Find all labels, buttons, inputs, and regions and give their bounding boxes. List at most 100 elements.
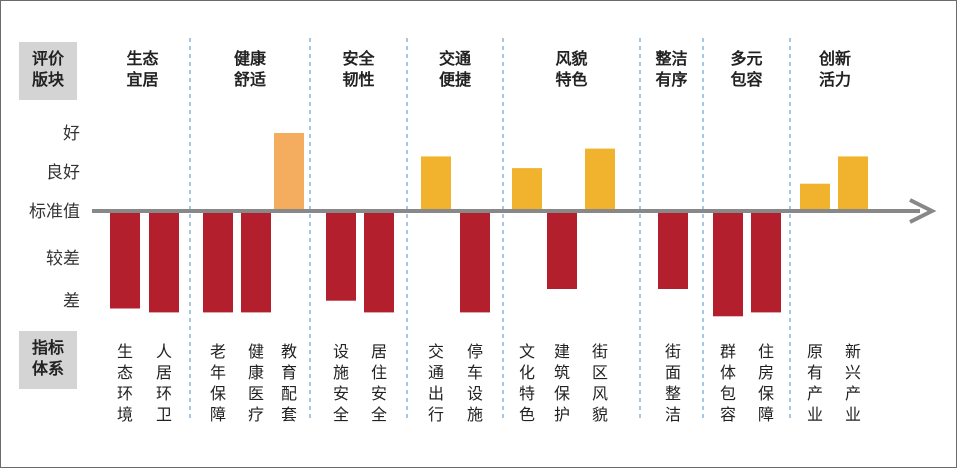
indicator-label-char: 施 (333, 363, 349, 382)
evaluation-row-label-text: 版块 (31, 70, 65, 89)
indicator-label-char: 筑 (554, 363, 570, 382)
bar-街面整洁 (658, 211, 688, 289)
bar-交通出行 (421, 156, 451, 211)
evaluation-row-label-text: 评价 (32, 49, 65, 68)
indicator-label-char: 区 (592, 363, 608, 382)
indicator-label-char: 配 (281, 384, 297, 403)
indicator-row-label-text: 指标 (32, 338, 64, 357)
category-label: 活力 (819, 70, 851, 89)
indicator-label-char: 业 (845, 405, 861, 424)
indicator-label-char: 保 (758, 384, 774, 403)
category-label: 安全 (342, 49, 375, 68)
indicator-label-char: 套 (281, 405, 297, 424)
y-level-label: 良好 (46, 163, 80, 183)
indicator-label-char: 育 (281, 363, 297, 382)
category-label: 有序 (655, 70, 687, 89)
indicator-label-char: 老 (210, 342, 226, 361)
indicator-label-char: 风 (592, 384, 608, 403)
category-label: 包容 (730, 70, 762, 89)
indicator-label-char: 有 (807, 363, 823, 382)
indicator-label-char: 全 (371, 405, 387, 424)
category-label: 风貌 (555, 49, 587, 68)
category-label: 舒适 (234, 70, 266, 89)
indicator-label-char: 容 (720, 405, 736, 424)
bar-健康医疗 (241, 211, 271, 313)
indicator-label-char: 环 (117, 384, 133, 403)
indicator-label-char: 面 (665, 363, 681, 382)
indicator-label-char: 境 (117, 405, 133, 424)
indicator-label-char: 包 (720, 384, 736, 403)
indicator-label-char: 体 (720, 363, 736, 382)
category-label: 交通 (439, 49, 471, 68)
indicator-label-char: 保 (210, 384, 226, 403)
y-level-label: 较差 (46, 249, 80, 269)
bar-设施安全 (326, 211, 356, 301)
indicator-label-char: 年 (210, 363, 226, 382)
indicator-label-char: 障 (758, 405, 774, 424)
indicator-label-char: 产 (845, 384, 861, 403)
y-level-label: 好 (63, 124, 80, 144)
indicator-label-char: 态 (117, 363, 133, 382)
indicator-label-char: 卫 (156, 405, 172, 424)
indicator-label-char: 行 (428, 405, 444, 424)
category-label: 宜居 (126, 70, 158, 89)
bar-新兴产业 (838, 156, 868, 211)
indicator-label-char: 特 (519, 384, 535, 403)
bar-停车设施 (460, 211, 490, 313)
y-level-label: 标准值 (29, 202, 80, 222)
indicator-label-char: 出 (428, 384, 444, 403)
category-label: 特色 (555, 70, 587, 89)
indicator-label-char: 整 (665, 384, 681, 403)
category-label: 韧性 (342, 70, 374, 89)
bar-文化特色 (512, 168, 542, 211)
indicator-label-char: 街 (592, 342, 608, 361)
indicator-label-char: 教 (281, 342, 297, 361)
indicator-label-char: 洁 (665, 405, 681, 424)
indicator-label-char: 建 (554, 342, 570, 361)
indicator-label-char: 护 (554, 405, 570, 424)
bar-街区风貌 (585, 148, 615, 211)
bar-原有产业 (800, 183, 830, 211)
indicator-label-char: 人 (156, 342, 172, 361)
indicator-label-char: 通 (428, 363, 444, 382)
indicator-label-char: 房 (758, 363, 774, 382)
category-label: 生态 (126, 49, 158, 68)
indicator-label-char: 设 (467, 384, 483, 403)
bar-生态环境 (110, 211, 140, 309)
bar-教育配套 (274, 133, 304, 211)
indicator-label-char: 住 (758, 342, 774, 361)
bar-建筑保护 (547, 211, 577, 289)
indicator-label-char: 住 (371, 363, 387, 382)
indicator-label-char: 产 (807, 384, 823, 403)
indicator-label-char: 生 (117, 342, 133, 361)
indicator-label-char: 医 (248, 384, 264, 403)
category-label: 多元 (730, 49, 762, 68)
category-label: 健康 (234, 49, 267, 68)
indicator-row-label-text: 体系 (32, 359, 64, 378)
indicator-label-char: 保 (554, 384, 570, 403)
indicator-label-char: 停 (467, 342, 483, 361)
y-level-label: 差 (63, 292, 80, 312)
indicator-row-label-bg (19, 331, 77, 389)
indicator-label-char: 交 (428, 342, 444, 361)
indicator-label-char: 康 (248, 363, 264, 382)
category-label: 整洁 (654, 49, 687, 68)
category-label: 创新 (818, 49, 851, 68)
indicator-label-char: 疗 (248, 405, 264, 424)
